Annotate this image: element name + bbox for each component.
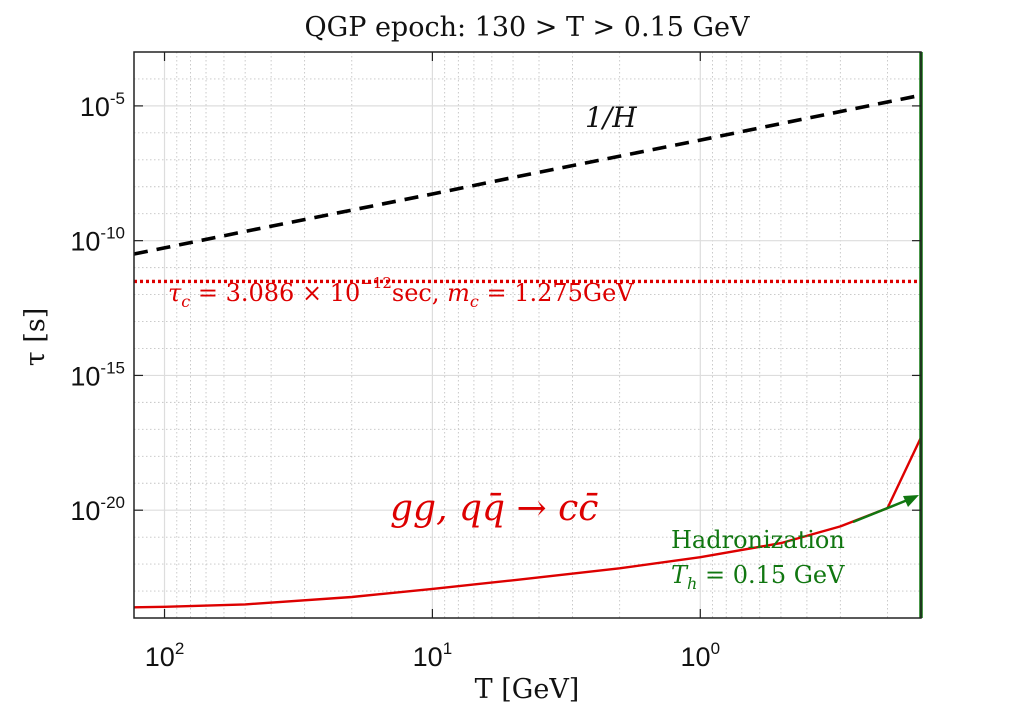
major-grid <box>134 52 921 618</box>
x-tick-label: 101 <box>413 639 453 672</box>
y-tick-labels: 10-5 10-10 10-15 10-20 <box>70 89 125 526</box>
x-axis-label: T [GeV] <box>475 674 580 705</box>
chart-title: QGP epoch: 130 > T > 0.15 GeV <box>304 12 750 43</box>
axis-tick-marks <box>134 52 921 618</box>
hadronization-label: Hadronization <box>671 526 845 554</box>
y-tick-label: 10-20 <box>70 493 125 526</box>
plot-background <box>134 52 921 618</box>
process-label: gg, qq̄ → cc̄ <box>390 488 598 529</box>
hadronization-annotation: Hadronization Th = 0.15 GeV <box>671 495 919 593</box>
x-tick-labels: 102 101 100 <box>145 639 720 672</box>
plot-area <box>133 51 923 619</box>
series-line-1-h <box>133 93 922 256</box>
y-tick-label: 10-10 <box>70 224 125 257</box>
hadronization-arrow-head <box>903 495 919 507</box>
x-tick-label: 100 <box>681 639 721 672</box>
y-tick-label: 10-5 <box>80 89 125 122</box>
hadronization-arrow-line <box>852 497 911 524</box>
hadronization-temperature-label: Th = 0.15 GeV <box>671 561 845 593</box>
x-tick-label: 102 <box>145 639 185 672</box>
series-line-gg-qq-cc <box>133 436 923 609</box>
plot-frame <box>133 51 922 619</box>
y-tick-label: 10-15 <box>70 358 125 391</box>
y-axis-label: τ [s] <box>20 308 51 366</box>
hubble-label: 1/H <box>585 101 637 134</box>
charm-lifetime-label: τc = 3.086 × 10−12sec, mc = 1.275GeV <box>168 274 634 311</box>
